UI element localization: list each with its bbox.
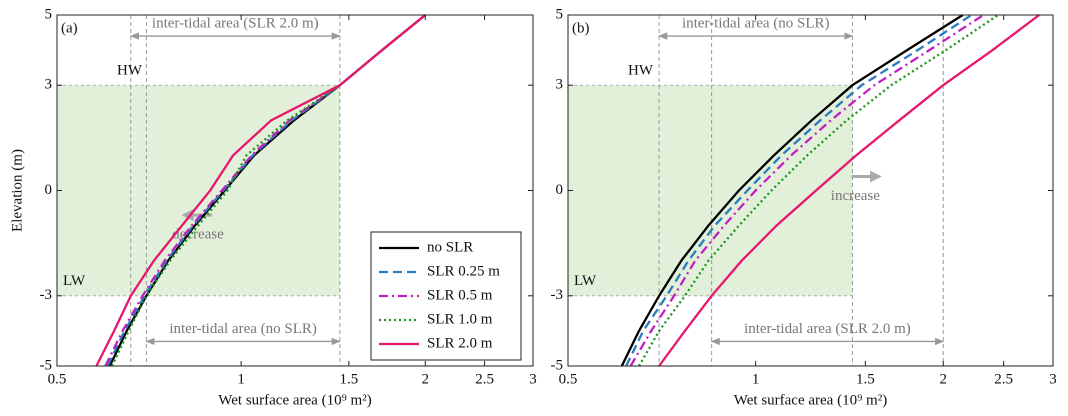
x-tick-label: 2	[422, 371, 430, 387]
y-tick-label: 0	[556, 182, 564, 198]
x-tick-label: 2.5	[994, 371, 1013, 387]
level-label: HW	[117, 63, 143, 79]
y-tick-label: -5	[551, 357, 564, 373]
series-line	[658, 14, 1040, 367]
y-tick-label: -5	[40, 357, 53, 373]
x-tick-label: 1.5	[856, 371, 875, 387]
series-line	[625, 14, 973, 367]
y-tick-label: 5	[556, 6, 564, 22]
legend-label: SLR 2.0 m	[427, 335, 493, 351]
legend-label: SLR 0.5 m	[427, 287, 493, 303]
panel-label: (a)	[61, 20, 78, 36]
x-tick-label: 0.5	[559, 371, 578, 387]
x-axis-label: Wet surface area (10⁹ m²)	[734, 392, 887, 408]
series-line	[629, 14, 985, 367]
x-tick-label: 1	[752, 371, 760, 387]
series-line	[638, 14, 999, 367]
level-label: LW	[63, 273, 86, 289]
x-tick-label: 1	[237, 371, 245, 387]
span-label: inter-tidal area (SLR 2.0 m)	[152, 15, 319, 31]
span-label: inter-tidal area (SLR 2.0 m)	[744, 321, 911, 337]
x-axis-label: Wet surface area (10⁹ m²)	[218, 392, 371, 408]
series-line	[95, 14, 427, 367]
legend-label: no SLR	[427, 239, 473, 255]
y-tick-label: 3	[556, 77, 564, 93]
panel-label: (b)	[572, 20, 590, 36]
y-tick-label: 5	[45, 6, 53, 22]
level-label: HW	[628, 63, 654, 79]
level-label: LW	[574, 273, 597, 289]
x-tick-label: 2	[939, 371, 947, 387]
x-tick-label: 0.5	[48, 371, 67, 387]
y-axis-label: Elevation (m)	[9, 149, 25, 232]
x-tick-label: 2.5	[475, 371, 494, 387]
y-tick-label: -3	[40, 287, 53, 303]
legend-box	[370, 231, 522, 361]
intertidal-shade	[568, 85, 853, 296]
span-label: inter-tidal area (no SLR)	[682, 15, 830, 31]
y-tick-label: 3	[45, 77, 53, 93]
span-label: inter-tidal area (no SLR)	[169, 321, 317, 337]
trend-label: increase	[831, 188, 880, 204]
legend-label: SLR 1.0 m	[427, 311, 493, 327]
x-tick-label: 3	[1049, 371, 1057, 387]
y-tick-label: 0	[45, 182, 53, 198]
y-tick-label: -3	[551, 287, 564, 303]
x-tick-label: 1.5	[339, 371, 358, 387]
series-line	[620, 14, 964, 367]
legend-label: SLR 0.25 m	[427, 263, 500, 279]
x-tick-label: 3	[529, 371, 537, 387]
